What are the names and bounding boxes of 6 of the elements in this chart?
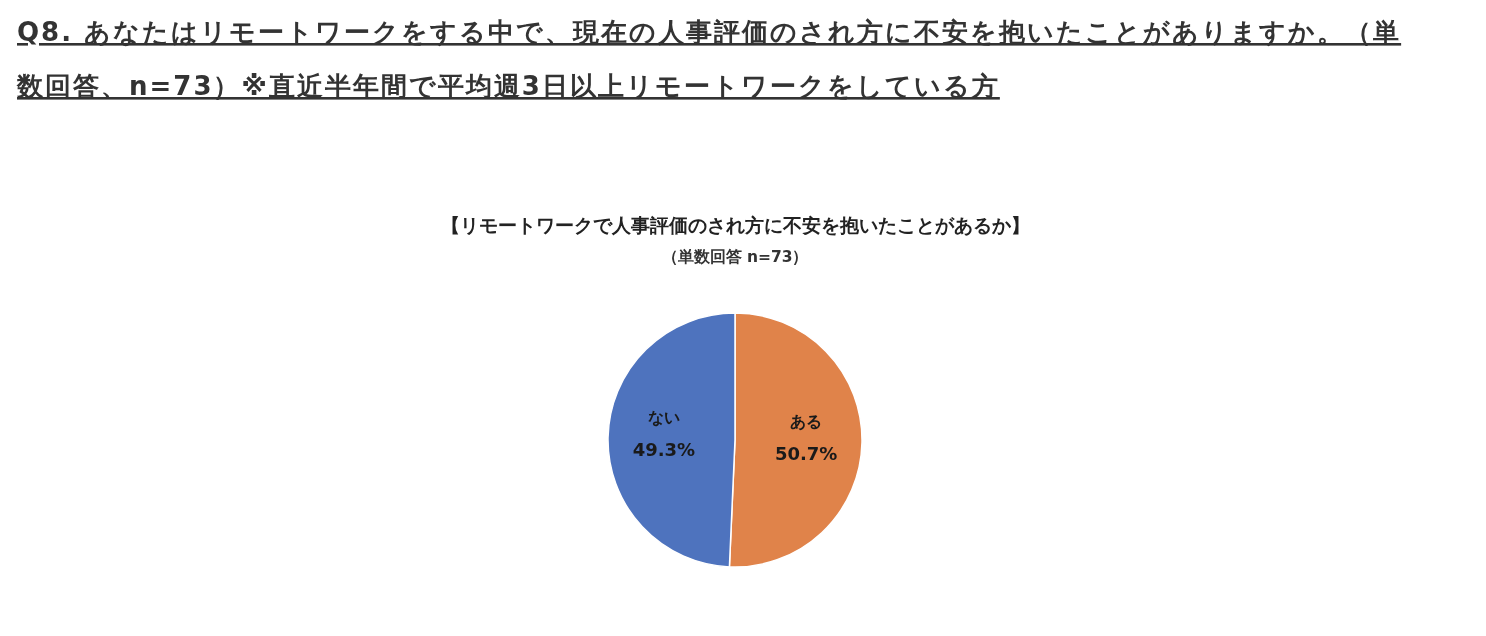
chart-title: 【リモートワークで人事評価のされ方に不安を抱いたことがあるか】 — [440, 215, 1030, 236]
slice-label: ある — [790, 411, 823, 431]
data-label: 50.7% — [774, 442, 838, 464]
data-label: 49.3% — [632, 439, 696, 461]
slice-label: ない — [647, 408, 680, 428]
chart-subtitle: （単数回答 n=73） — [661, 248, 809, 266]
